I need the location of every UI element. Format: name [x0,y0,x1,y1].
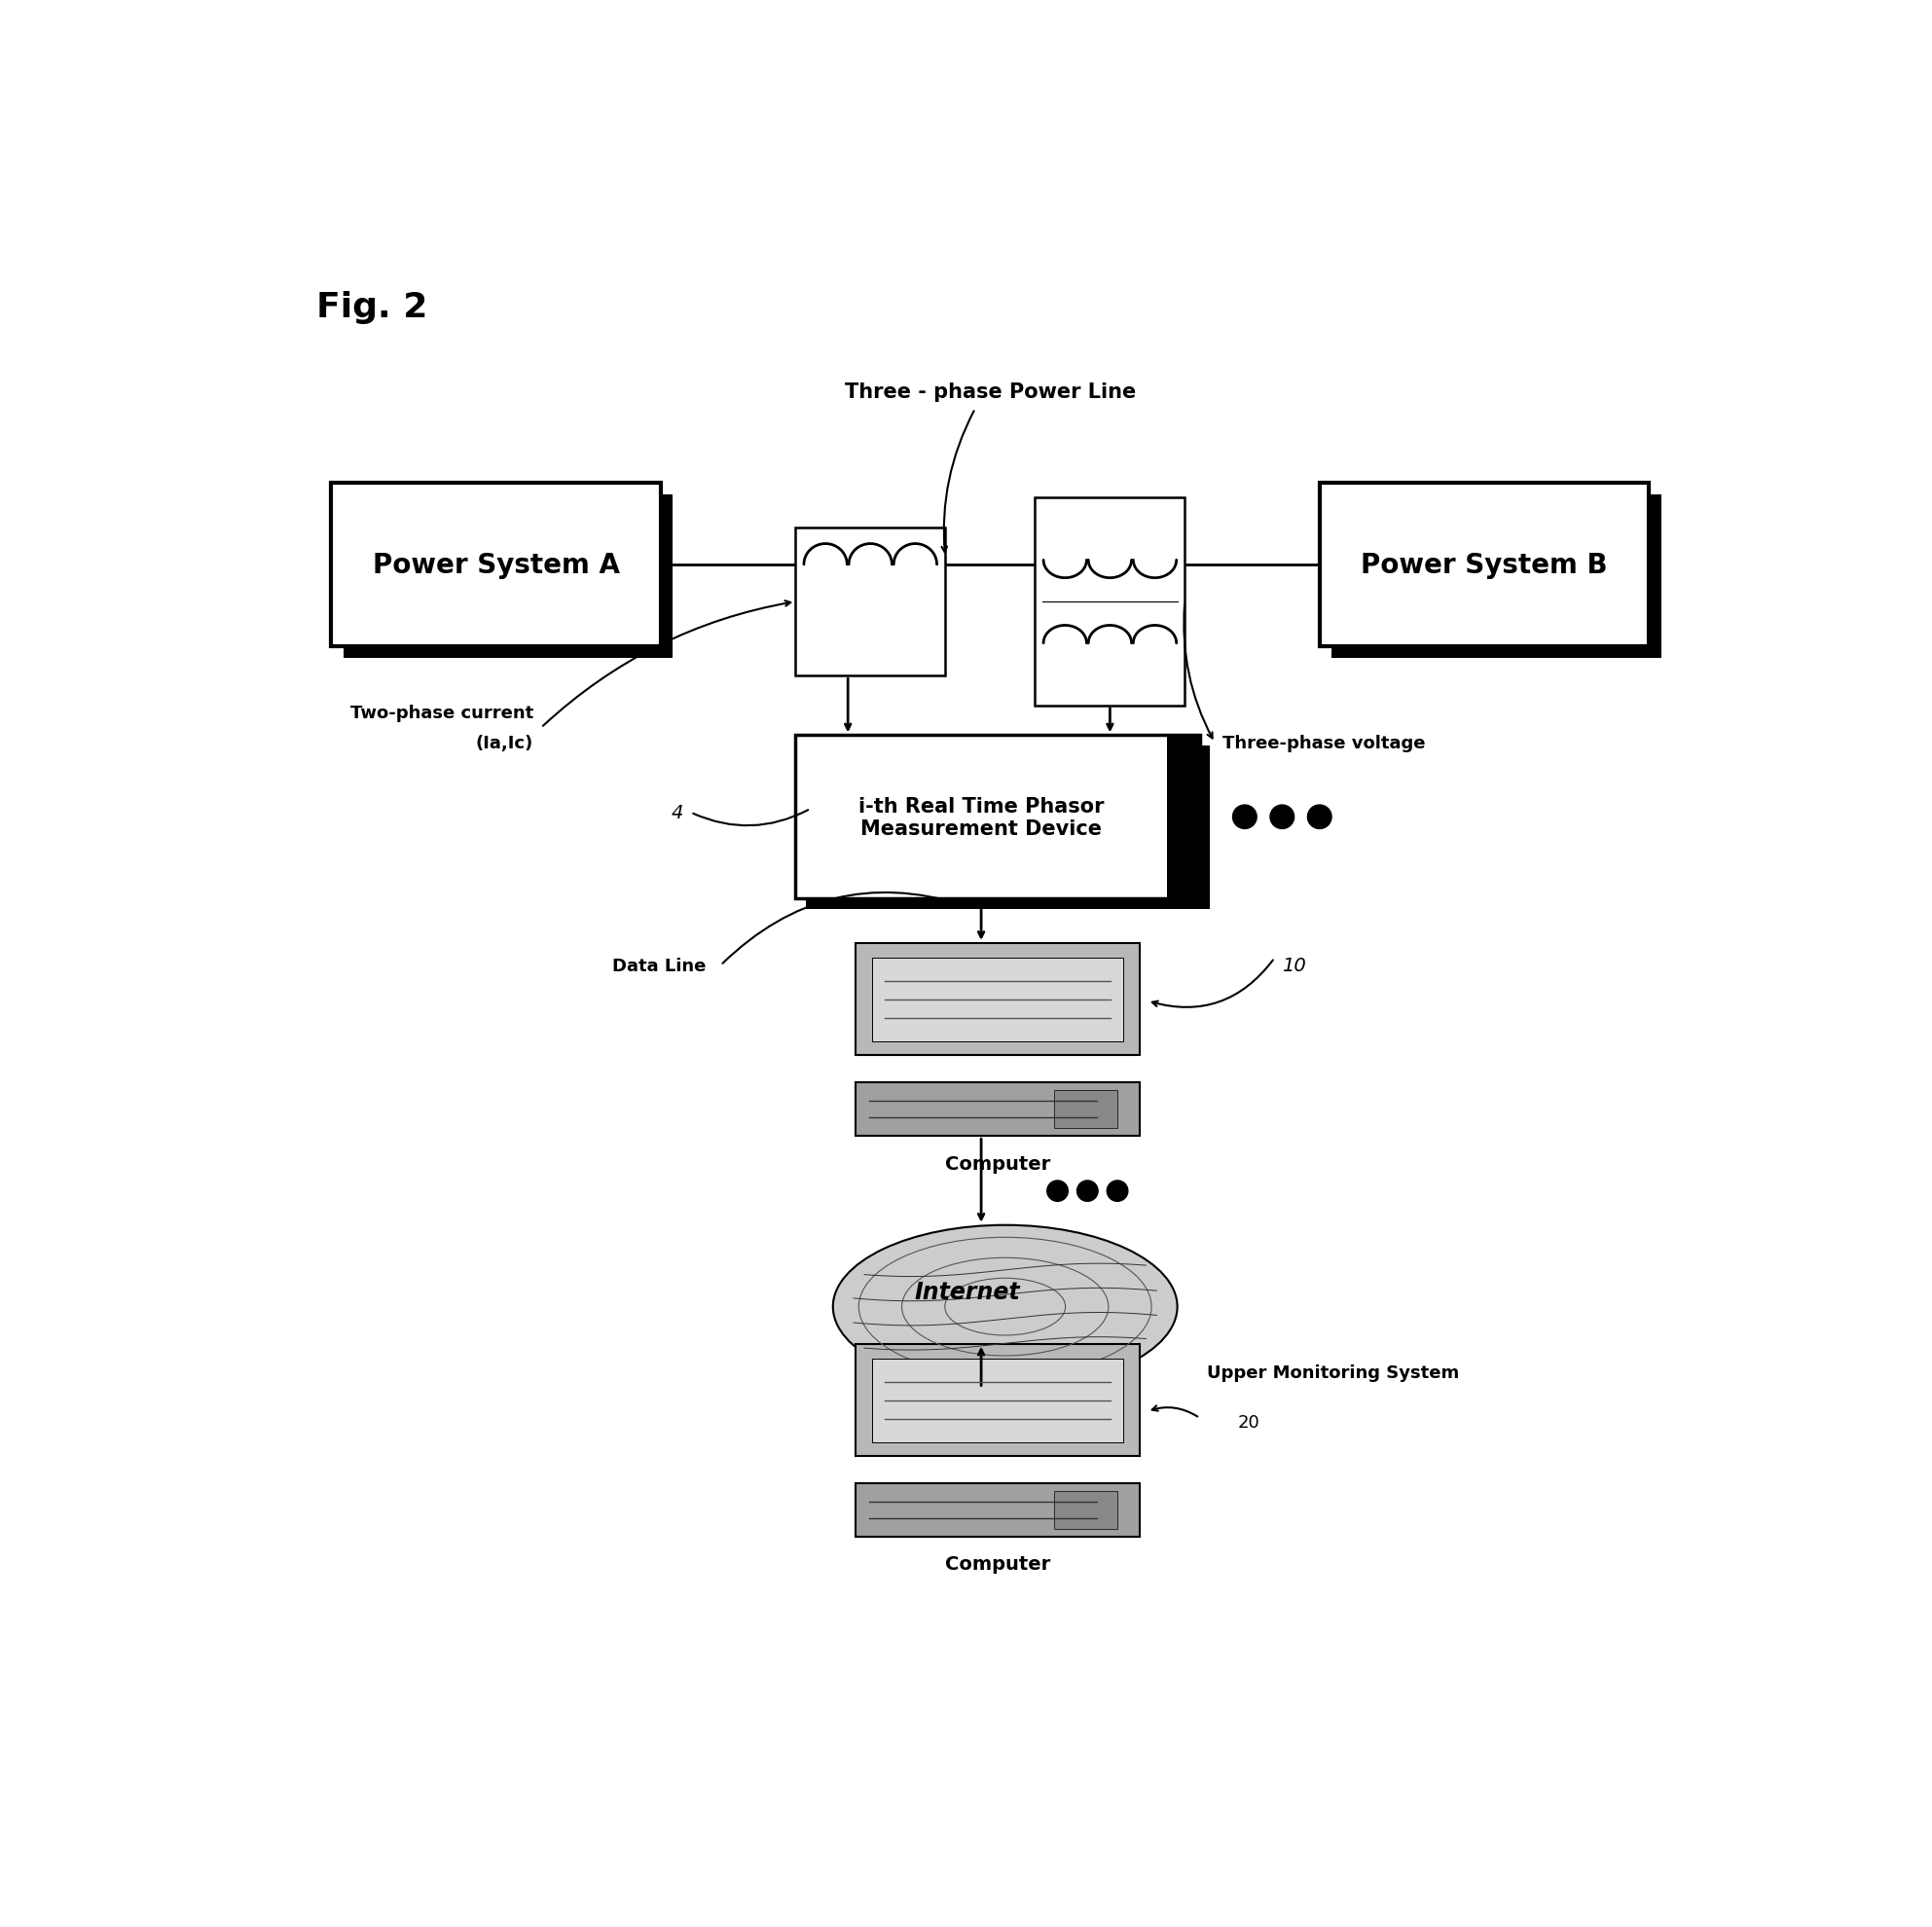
Bar [856,944,1140,1056]
Bar [856,1345,1140,1457]
Text: Internet: Internet [916,1280,1020,1305]
Bar [796,528,945,676]
Text: i-th Real Time Phasor
Measurement Device: i-th Real Time Phasor Measurement Device [858,796,1103,838]
Circle shape [1047,1181,1068,1202]
Bar [856,1484,1140,1538]
Circle shape [1233,805,1256,829]
Text: Data Line: Data Line [612,958,705,975]
Ellipse shape [833,1226,1177,1389]
Text: 4: 4 [670,804,684,823]
Circle shape [1107,1181,1128,1202]
Bar [344,495,672,659]
Text: Two-phase current: Two-phase current [350,705,533,723]
Bar [1320,484,1650,647]
Text: Power System A: Power System A [373,551,620,578]
Bar [1036,499,1184,705]
Text: (Ia,Ic): (Ia,Ic) [475,734,533,752]
Text: Power System B: Power System B [1360,551,1607,578]
Bar [332,484,661,647]
Text: Computer: Computer [945,1154,1051,1174]
Circle shape [1269,805,1294,829]
Text: Upper Monitoring System: Upper Monitoring System [1208,1364,1459,1382]
Bar [873,958,1122,1043]
Circle shape [1308,805,1331,829]
Bar [806,746,1209,910]
Text: 20: 20 [1236,1414,1260,1432]
Bar [796,736,1200,898]
Bar [1055,1491,1117,1528]
Bar [873,1359,1122,1443]
Circle shape [1076,1181,1097,1202]
Text: Computer: Computer [945,1555,1051,1572]
Text: Three-phase voltage: Three-phase voltage [1223,734,1426,752]
Text: Fig. 2: Fig. 2 [317,291,427,324]
Bar [1167,736,1200,898]
Bar [1055,1091,1117,1127]
Bar [856,1083,1140,1137]
Text: 10: 10 [1283,956,1306,975]
Bar [1331,495,1662,659]
Text: Three - phase Power Line: Three - phase Power Line [844,382,1136,403]
